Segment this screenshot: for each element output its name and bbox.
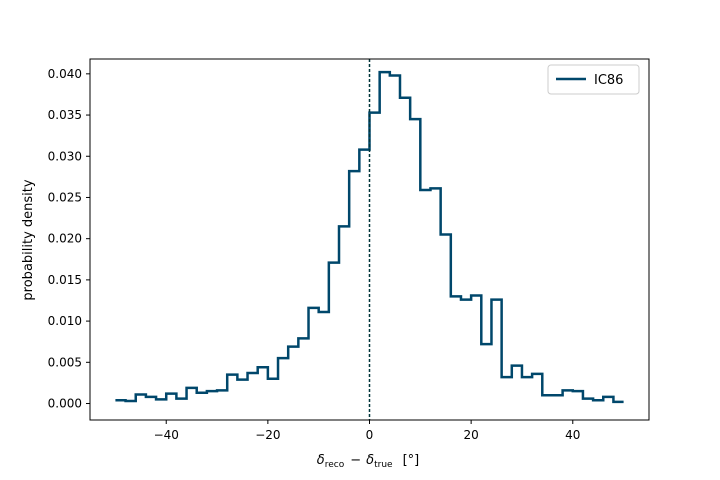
x-axis: −40 −20 0 20 40 bbox=[154, 420, 580, 442]
x-tick-label: 20 bbox=[463, 428, 478, 442]
plot-area bbox=[115, 59, 624, 420]
legend: IC86 bbox=[547, 64, 640, 95]
y-tick-label: 0.035 bbox=[48, 108, 82, 122]
y-tick-label: 0.020 bbox=[48, 232, 82, 246]
x-axis-label: δreco − δtrue [°] bbox=[317, 453, 419, 470]
legend-label-ic86: IC86 bbox=[594, 73, 623, 88]
x-tick-label: 0 bbox=[366, 428, 374, 442]
y-tick-label: 0.030 bbox=[48, 149, 82, 163]
y-axis: 0.000 0.005 0.010 0.015 0.020 0.025 0.030 0.035… bbox=[48, 67, 90, 411]
y-tick-label: 0.040 bbox=[48, 67, 82, 81]
y-tick-label: 0.010 bbox=[48, 314, 82, 328]
y-tick-label: 0.015 bbox=[48, 273, 82, 287]
x-tick-label: −20 bbox=[255, 428, 280, 442]
x-tick-label: 40 bbox=[565, 428, 580, 442]
y-tick-label: 0.025 bbox=[48, 190, 82, 204]
legend-box bbox=[547, 64, 640, 95]
y-axis-label: probability density bbox=[21, 179, 36, 300]
plot-frame bbox=[89, 58, 650, 421]
y-tick-label: 0.005 bbox=[48, 355, 82, 369]
y-tick-label: 0.000 bbox=[48, 397, 82, 411]
x-tick-label: −40 bbox=[154, 428, 179, 442]
